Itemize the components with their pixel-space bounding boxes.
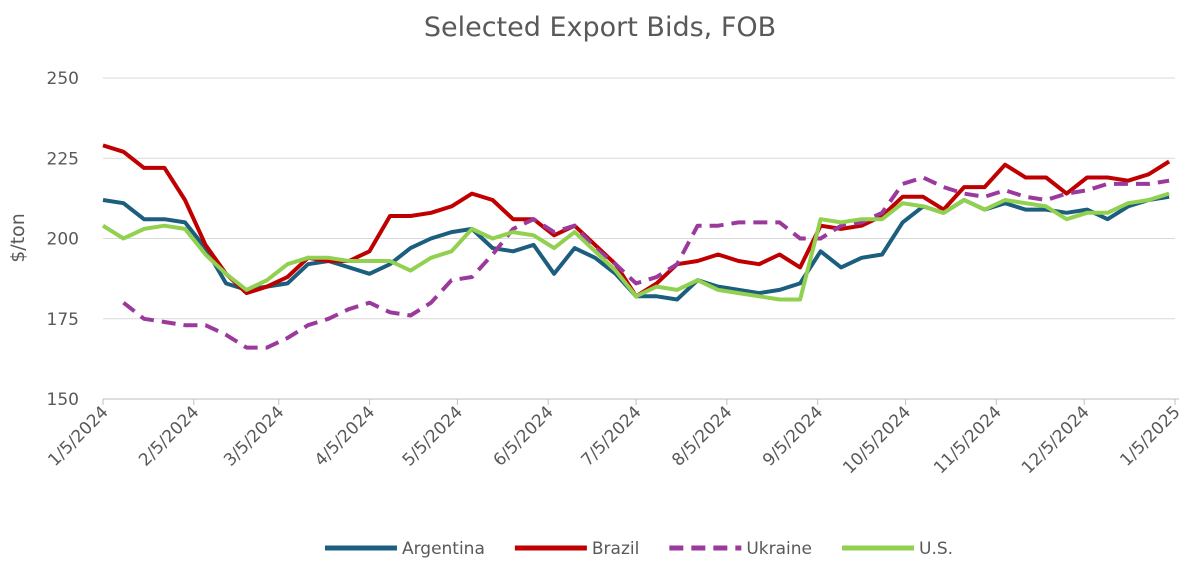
legend-item: Brazil xyxy=(514,539,639,559)
x-tick-label: 12/5/2024 xyxy=(1018,402,1094,478)
y-axis-label: $/ton xyxy=(7,213,29,263)
x-tick-label: 7/5/2024 xyxy=(577,402,645,470)
x-tick-label: 1/5/2025 xyxy=(1116,402,1183,470)
legend-label: Argentina xyxy=(402,539,485,559)
legend-item: Ukraine xyxy=(669,539,812,559)
x-tick-label: 5/5/2024 xyxy=(399,402,467,470)
legend-label: Brazil xyxy=(592,539,639,559)
x-tick-label: 10/5/2024 xyxy=(839,402,915,478)
x-tick-label: 3/5/2024 xyxy=(220,402,288,470)
legend-label: Ukraine xyxy=(746,539,812,559)
x-tick-label: 2/5/2024 xyxy=(135,402,203,470)
x-tick-label: 6/5/2024 xyxy=(490,402,558,470)
series-line xyxy=(101,191,1170,302)
series-line xyxy=(122,175,1170,350)
legend-item: U.S. xyxy=(842,539,953,559)
y-tick-label: 150 xyxy=(47,390,79,410)
y-tick-label: 200 xyxy=(47,230,79,250)
legend-item: Argentina xyxy=(324,539,485,559)
x-tick-label: 4/5/2024 xyxy=(311,402,379,470)
legend-label: U.S. xyxy=(919,539,953,559)
y-tick-label: 175 xyxy=(47,310,79,330)
x-tick-label: 1/5/2024 xyxy=(44,402,112,470)
chart-title: Selected Export Bids, FOB xyxy=(424,12,776,43)
plot-area: 150 175 200 225 250 1/5/2024 2/5/2024 3/5/2024 4… xyxy=(44,69,1183,478)
series-line xyxy=(102,143,1171,299)
x-tick-label: 11/5/2024 xyxy=(930,402,1006,478)
x-tick-label: 8/5/2024 xyxy=(668,402,736,470)
y-tick-label: 225 xyxy=(47,149,79,169)
y-tick-label: 250 xyxy=(47,69,79,89)
legend: Argentina Brazil Ukraine U.S. xyxy=(324,539,953,559)
x-tick-label: 9/5/2024 xyxy=(759,402,827,470)
